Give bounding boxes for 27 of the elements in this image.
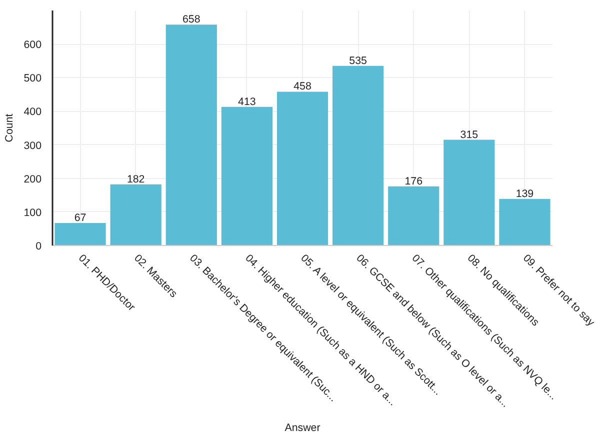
data-label: 139 (516, 188, 534, 200)
y-tick-label: 200 (24, 173, 42, 186)
bar (276, 92, 328, 246)
y-tick-label: 100 (24, 206, 42, 219)
bar (332, 66, 384, 246)
data-label: 67 (74, 212, 86, 224)
bar (499, 198, 550, 246)
y-tick-label: 500 (24, 72, 42, 85)
bar (221, 106, 272, 246)
bar (54, 223, 106, 246)
data-label: 182 (126, 173, 145, 186)
data-label: 458 (294, 80, 312, 93)
x-axis-title: Answer (284, 422, 321, 434)
bar (444, 140, 495, 246)
y-tick-label: 600 (24, 39, 42, 52)
bar (388, 186, 440, 246)
data-label: 413 (238, 96, 256, 108)
data-label: 176 (404, 175, 423, 188)
y-tick-label: 300 (24, 140, 42, 152)
bar (110, 184, 162, 246)
y-tick-label: 0 (36, 240, 42, 252)
data-label: 315 (460, 128, 478, 141)
data-label: 658 (182, 14, 200, 26)
y-tick-label: 400 (24, 106, 42, 118)
y-axis-title: Count (4, 114, 16, 142)
bar (166, 24, 217, 246)
data-label: 535 (349, 54, 368, 67)
